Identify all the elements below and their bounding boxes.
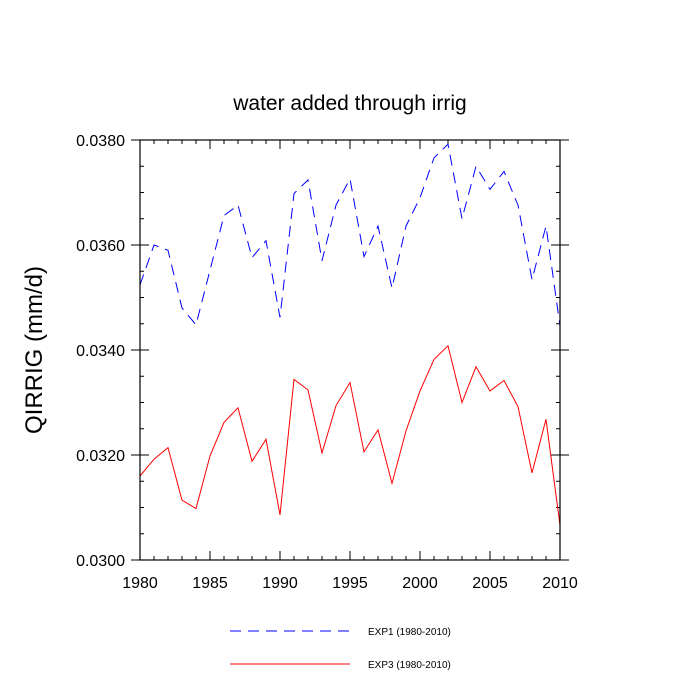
x-tick-label: 2010	[542, 575, 578, 592]
y-tick-label: 0.0360	[76, 238, 125, 255]
series-line-1	[139, 143, 561, 326]
plot-frame	[139, 139, 561, 561]
legend-label: EXP3 (1980-2010)	[368, 660, 451, 671]
y-tick-label: 0.0320	[76, 448, 125, 465]
x-tick-label: 1995	[332, 575, 368, 592]
series-line-2	[139, 344, 561, 526]
x-tick-label: 1980	[122, 575, 158, 592]
y-axis-label: QIRRIG (mm/d)	[21, 266, 48, 434]
legend: EXP1 (1980-2010) EXP3 (1980-2010)	[230, 627, 451, 671]
y-tick-label: 0.0340	[76, 343, 125, 360]
x-tick-label: 1985	[192, 575, 228, 592]
x-tick-label: 1990	[262, 575, 298, 592]
legend-label: EXP1 (1980-2010)	[368, 627, 451, 638]
chart-title: water added through irrig	[232, 92, 466, 115]
x-tick-label: 2000	[402, 575, 438, 592]
series-lines	[139, 143, 561, 526]
y-tick-label: 0.0300	[76, 553, 125, 570]
y-tick-label: 0.0380	[76, 133, 125, 150]
axis-ticks	[131, 139, 569, 561]
x-tick-label: 2005	[472, 575, 508, 592]
tick-labels: 1980 1985 1990 1995 2000 2005 2010 0.0300 0.0320…	[76, 133, 578, 592]
